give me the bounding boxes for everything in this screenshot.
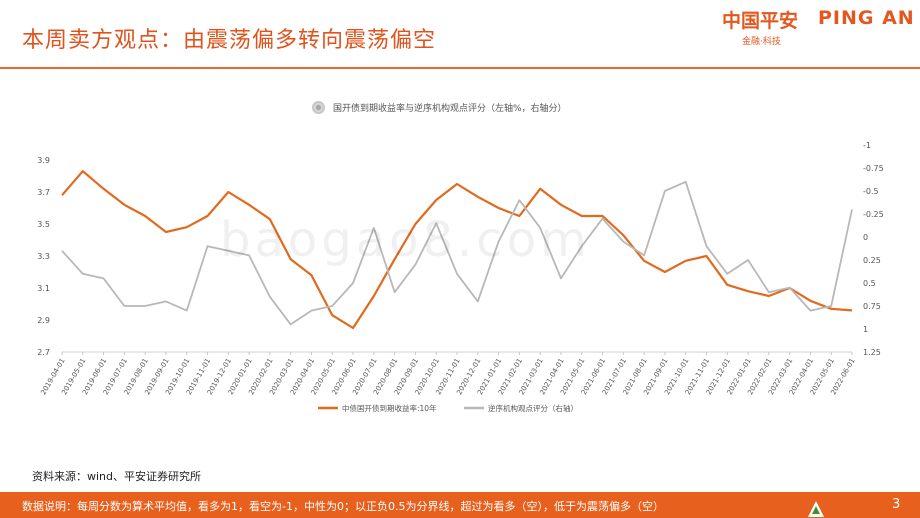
page-number: 3 xyxy=(892,497,901,512)
source-note: 资料来源：wind、平安证券研究所 xyxy=(32,470,202,483)
yield-vs-score-chart: 3.9 3.7 3.5 3.3 3.1 2.9 2.7 -1 -0.75 -0.5 -0.25 0 0.… xyxy=(37,141,884,413)
y-left-tick-label: 2.9 xyxy=(37,316,50,325)
footer-note: 数据说明：每周分数为算术平均值，看多为1，看空为-1，中性为0；以正负0.5为分… xyxy=(22,500,664,513)
y-right-tick-label: -1 xyxy=(863,141,871,150)
y-left-tick-label: 2.7 xyxy=(37,348,50,357)
chart-title: 国开债到期收益率与逆序机构观点评分（左轴%，右轴分） xyxy=(333,103,567,114)
logo-tagline: 金融·科技 xyxy=(742,37,781,47)
legend-score-label: 逆序机构观点评分（右轴） xyxy=(488,403,578,413)
y-left-tick-label: 3.5 xyxy=(37,220,50,229)
y-right-tick-label: -0.25 xyxy=(863,210,884,219)
yield-series-line xyxy=(61,170,853,330)
chart-title-legend: 国开债到期收益率与逆序机构观点评分（左轴%，右轴分） xyxy=(312,99,567,115)
tree-mark-inner-icon xyxy=(812,506,820,514)
slide-title: 本周卖方观点：由震荡偏多转向震荡偏空 xyxy=(22,28,437,53)
y-left-tick-label: 3.3 xyxy=(37,252,50,261)
y-left-tick-label: 3.1 xyxy=(37,284,50,293)
y-right-tick-label: 0.25 xyxy=(863,256,881,265)
pingan-logo: 中国平安 PING AN 金融·科技 xyxy=(722,6,914,48)
logo-name-cn: 中国平安 xyxy=(722,10,799,32)
y-right-tick-label: -0.5 xyxy=(863,187,879,196)
score-series-line xyxy=(61,180,853,326)
title-rule xyxy=(0,67,920,69)
y-right-tick-label: 0.5 xyxy=(863,279,876,288)
y-left-tick-label: 3.7 xyxy=(37,188,50,197)
footer-bar: 数据说明：每周分数为算术平均值，看多为1，看空为-1，中性为0；以正负0.5为分… xyxy=(0,492,920,518)
y-left-tick-label: 3.9 xyxy=(37,156,50,165)
y-right-tick-label: 0.75 xyxy=(863,302,881,311)
legend-circle-icon xyxy=(312,100,325,114)
y-right-tick-label: 0 xyxy=(863,233,868,242)
watermark: baogao8.com xyxy=(220,212,591,268)
legend-yield-label: 中债国开债到期收益率:10年 xyxy=(342,403,437,413)
y-right-tick-label: -0.75 xyxy=(863,164,884,173)
y-right-tick-label: 1 xyxy=(863,325,868,334)
y-right-tick-label: 1.25 xyxy=(863,348,881,357)
logo-name-en: PING AN xyxy=(818,7,915,29)
